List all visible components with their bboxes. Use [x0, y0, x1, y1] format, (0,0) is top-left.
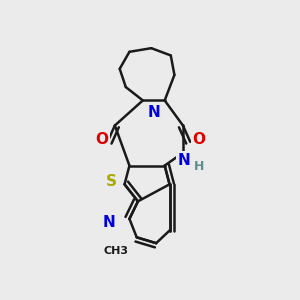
Text: N: N	[147, 105, 160, 120]
Text: N: N	[102, 214, 115, 230]
Text: H: H	[194, 160, 204, 173]
Text: N: N	[178, 152, 190, 167]
Text: O: O	[192, 132, 205, 147]
Text: O: O	[95, 132, 108, 147]
Text: CH3: CH3	[103, 246, 129, 256]
Text: S: S	[106, 174, 117, 189]
